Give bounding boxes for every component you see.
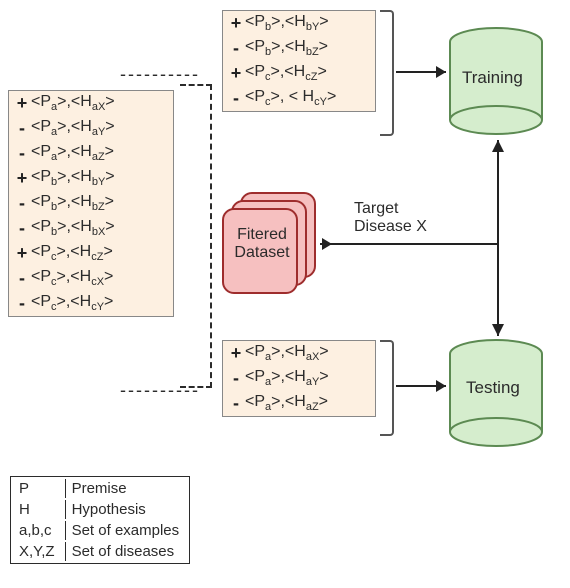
legend-table: PPremiseHHypothesisa,b,cSet of examplesX… <box>10 476 190 564</box>
diagram-canvas: +<Pa>,<HaX>-<Pa>,<HaY>-<Pa>,<HaZ>+<Pb>,<… <box>0 0 570 588</box>
legend-key: X,Y,Z <box>13 542 63 561</box>
connectors <box>0 0 570 470</box>
legend-val: Hypothesis <box>65 500 188 519</box>
legend-row: PPremise <box>13 479 187 498</box>
legend-key: a,b,c <box>13 521 63 540</box>
legend-row: X,Y,ZSet of diseases <box>13 542 187 561</box>
legend-key: P <box>13 479 63 498</box>
legend-val: Set of diseases <box>65 542 188 561</box>
legend-val: Set of examples <box>65 521 188 540</box>
legend-key: H <box>13 500 63 519</box>
legend-row: HHypothesis <box>13 500 187 519</box>
legend-val: Premise <box>65 479 188 498</box>
legend-row: a,b,cSet of examples <box>13 521 187 540</box>
